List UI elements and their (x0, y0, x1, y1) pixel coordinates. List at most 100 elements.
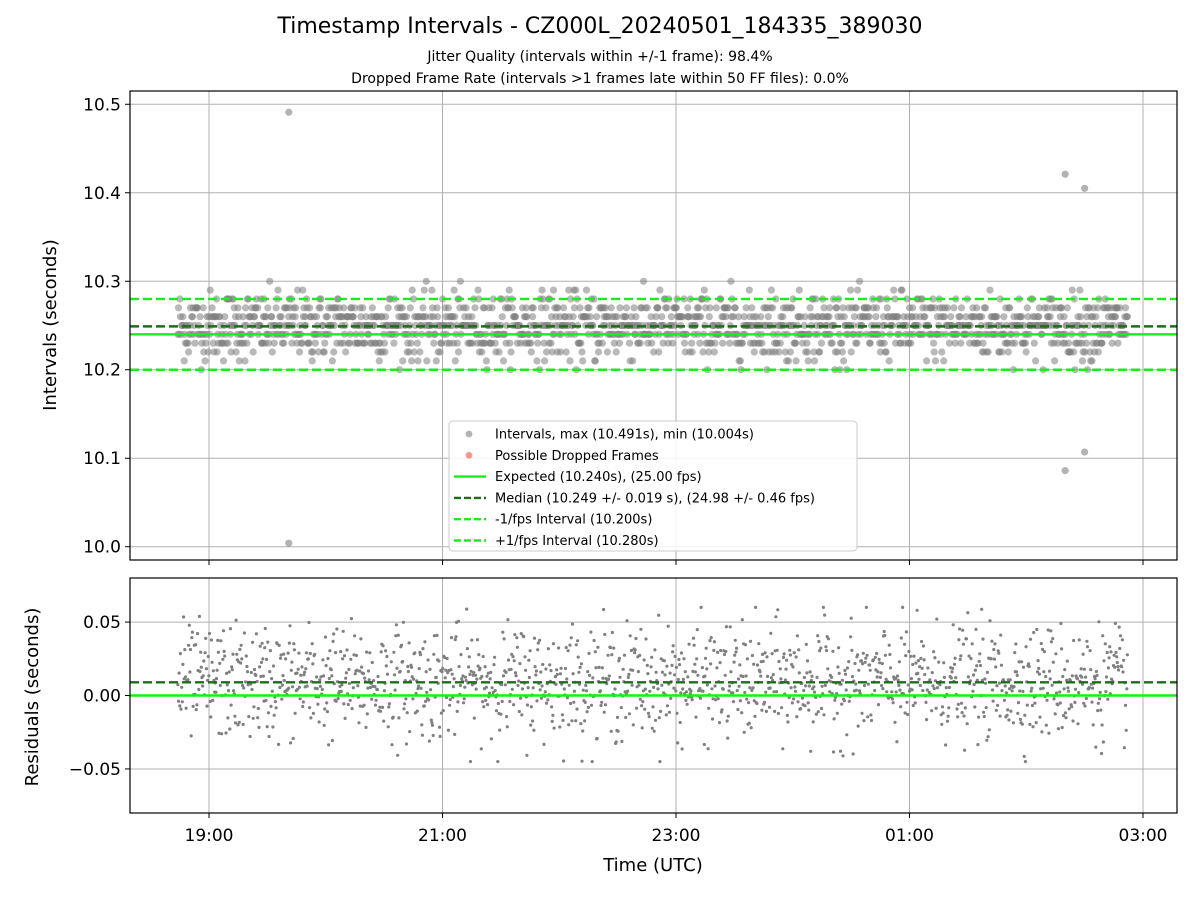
residual-point (570, 719, 574, 723)
residual-point (505, 725, 509, 729)
residual-point (553, 675, 558, 679)
residual-point (517, 709, 521, 714)
residual-point (178, 704, 182, 708)
interval-point (185, 348, 193, 356)
residual-point (557, 646, 561, 650)
residual-point (190, 636, 194, 640)
residual-point (197, 614, 201, 619)
residual-point (195, 703, 199, 707)
residual-point (793, 685, 797, 689)
residual-point (714, 698, 718, 702)
residual-point (764, 690, 768, 694)
residual-point (650, 655, 654, 659)
residual-point (326, 656, 330, 661)
residual-point (271, 725, 275, 729)
residual-point (402, 707, 406, 711)
residual-point (475, 677, 479, 681)
residual-point (618, 675, 622, 679)
interval-point (750, 348, 758, 356)
residual-point (703, 674, 707, 678)
residual-point (922, 658, 926, 662)
residual-point (720, 708, 724, 712)
residual-point (1063, 668, 1067, 672)
residual-point (329, 668, 333, 672)
residual-point (853, 661, 857, 666)
interval-point (277, 313, 285, 321)
residual-point (815, 675, 819, 680)
interval-point (880, 339, 888, 347)
residual-point (233, 721, 238, 725)
residual-point (862, 719, 866, 723)
residual-point (305, 684, 309, 688)
residual-point (978, 652, 982, 656)
residual-point (895, 674, 900, 678)
residual-point (502, 637, 506, 641)
residual-point (345, 648, 349, 652)
residual-point (354, 653, 359, 658)
residual-point (445, 656, 449, 661)
interval-point (639, 277, 648, 285)
residual-point (971, 673, 976, 677)
residual-point (321, 658, 325, 662)
residual-point (240, 657, 244, 661)
residual-point (597, 665, 601, 670)
residual-point (474, 687, 478, 691)
residual-point (1027, 662, 1031, 666)
interval-point (650, 348, 658, 356)
residual-point (475, 638, 480, 642)
residual-point (572, 689, 577, 693)
interval-point (705, 313, 713, 321)
residual-point (391, 715, 395, 719)
residual-point (610, 653, 614, 657)
interval-point (622, 304, 631, 312)
interval-point (833, 304, 841, 312)
residual-point (959, 654, 963, 658)
residual-point (750, 688, 754, 693)
interval-point (996, 295, 1004, 303)
residual-point (903, 711, 907, 715)
residual-point (404, 742, 409, 746)
residual-point (671, 650, 675, 654)
residual-point (187, 623, 191, 627)
residual-point (973, 705, 977, 709)
interval-point (582, 286, 591, 294)
residual-point (403, 702, 407, 706)
residual-point (761, 652, 765, 657)
residual-point (626, 675, 630, 680)
residual-point (184, 706, 188, 710)
residual-point (691, 636, 696, 640)
interval-point (740, 313, 748, 321)
residual-point (453, 638, 457, 642)
residual-point (951, 666, 955, 671)
interval-point (1121, 304, 1130, 312)
residual-point (933, 656, 937, 660)
interval-point (1116, 304, 1124, 312)
residual-point (182, 615, 186, 619)
interval-point (436, 348, 444, 356)
residual-point (1060, 647, 1064, 651)
residual-point (432, 652, 436, 656)
interval-point (453, 339, 461, 347)
residual-point (1083, 704, 1087, 708)
residual-point (399, 643, 404, 647)
residual-point (460, 677, 464, 681)
residual-point (1017, 660, 1021, 664)
jitter-quality-subtitle: Jitter Quality (intervals within +/-1 fr… (427, 49, 773, 65)
residual-point (810, 674, 814, 678)
residual-point (247, 715, 251, 719)
residual-point (525, 753, 529, 757)
residual-point (596, 645, 600, 649)
residual-point (349, 617, 353, 621)
residual-point (1103, 642, 1107, 646)
interval-point (202, 339, 210, 347)
legend-label: +1/fps Interval (10.280s) (495, 534, 659, 549)
residual-point (352, 653, 356, 657)
residual-point (786, 720, 790, 724)
interval-point (407, 339, 415, 347)
residual-point (476, 664, 480, 668)
residual-point (420, 733, 424, 737)
interval-point (719, 339, 727, 347)
interval-point (249, 348, 257, 356)
interval-point (923, 357, 931, 365)
residual-point (258, 644, 262, 648)
